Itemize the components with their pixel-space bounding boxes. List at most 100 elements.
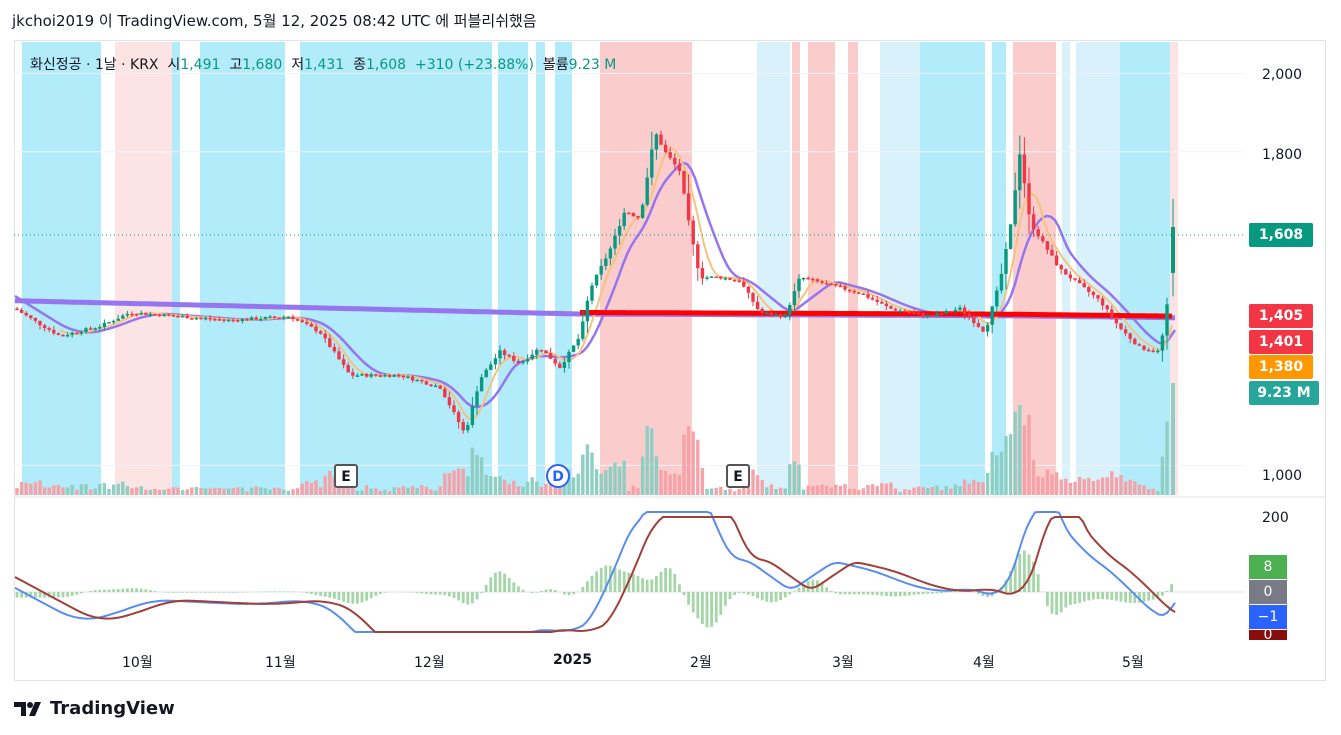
- volume-bar: [861, 488, 866, 495]
- candle-body: [742, 281, 746, 287]
- candle-body: [705, 277, 709, 279]
- earnings-marker[interactable]: E: [334, 464, 358, 488]
- volume-bar: [622, 460, 626, 495]
- candle-body: [420, 379, 424, 382]
- macd-histogram-bar: [535, 592, 539, 593]
- volume-bar: [926, 487, 930, 495]
- macd-histogram-bar: [843, 592, 847, 595]
- volume-bar: [231, 488, 235, 495]
- macd-histogram-bar: [673, 573, 677, 592]
- candle-body: [723, 278, 728, 280]
- volume-bar: [433, 490, 438, 495]
- time-tick-oct: 10월: [122, 655, 153, 671]
- macd-histogram-bar: [176, 592, 180, 593]
- price-tick-1800: 1,800: [1262, 147, 1303, 163]
- macd-histogram-bar: [457, 592, 460, 601]
- volume-bar: [1160, 456, 1165, 495]
- candle-body: [884, 303, 889, 307]
- volume-bar: [415, 487, 419, 495]
- volume-bar: [328, 470, 332, 495]
- candle-body: [811, 278, 815, 281]
- symbol-label[interactable]: 화신정공 · 1날 · KRX: [30, 57, 159, 73]
- volume-bar: [392, 487, 396, 495]
- earnings-marker[interactable]: E: [726, 464, 750, 488]
- chart-frame[interactable]: [14, 40, 1326, 681]
- candle-body: [631, 212, 636, 217]
- candle-body: [751, 292, 755, 302]
- volume-bar: [654, 456, 659, 495]
- background-band: [792, 42, 800, 495]
- volume-bar: [369, 488, 373, 495]
- volume-bar: [1105, 477, 1109, 495]
- volume-bar: [843, 484, 847, 495]
- volume-bar: [443, 473, 447, 495]
- candle-body: [682, 170, 686, 194]
- volume-bar: [236, 487, 240, 495]
- candle-body: [52, 329, 56, 334]
- volume-bar: [1027, 414, 1031, 495]
- volume-bar: [148, 489, 153, 495]
- volume-bar: [1064, 478, 1068, 495]
- candle-body: [282, 316, 286, 319]
- time-tick-apr: 4월: [973, 655, 995, 671]
- candle-body: [797, 278, 801, 292]
- ma-orange-tag: 1,380: [1249, 355, 1313, 379]
- candle-body: [42, 325, 47, 329]
- macd-histogram-bar: [356, 592, 359, 604]
- candle-body: [240, 319, 245, 322]
- publish-header: jkchoi2019 이 TradingView.com, 5월 12, 202…: [12, 12, 537, 30]
- macd-histogram-bar: [52, 592, 56, 598]
- volume-bar: [116, 483, 120, 495]
- volume-bar: [824, 485, 829, 495]
- macd-histogram-bar: [323, 592, 327, 597]
- macd-histogram-bar: [894, 592, 897, 597]
- macd-histogram-bar: [277, 591, 281, 592]
- candle-body: [659, 134, 663, 145]
- candle-body: [410, 376, 415, 381]
- volume-bar: [728, 488, 732, 495]
- dividend-marker[interactable]: D: [546, 464, 570, 488]
- volume-bar: [847, 488, 852, 495]
- candle-body: [604, 258, 608, 266]
- macd-histogram-bar: [701, 592, 704, 625]
- candle-body: [1041, 236, 1045, 242]
- candle-body: [949, 310, 953, 313]
- volume-bar: [84, 484, 88, 495]
- candle-body: [374, 374, 378, 376]
- macd-histogram-bar: [636, 575, 640, 592]
- candle-body: [627, 212, 631, 215]
- macd-histogram-bar: [1092, 592, 1095, 600]
- volume-bar: [792, 461, 797, 495]
- open-label: 시: [167, 57, 181, 73]
- volume-bar: [553, 482, 557, 495]
- volume-bar: [111, 484, 116, 495]
- volume-bar: [466, 476, 470, 495]
- candle-body: [438, 385, 442, 389]
- macd-histogram-bar: [130, 588, 134, 592]
- volume-bar: [797, 464, 801, 495]
- macd-histogram-bar: [1073, 592, 1077, 605]
- macd-histogram-bar: [503, 573, 506, 592]
- candle-body: [300, 320, 304, 323]
- volume-bar: [921, 487, 925, 495]
- candle-body: [1171, 227, 1175, 273]
- volume-bar: [180, 490, 185, 495]
- candle-body: [590, 285, 594, 301]
- candle-body: [903, 310, 907, 313]
- macd-histogram-bar: [1115, 592, 1118, 601]
- volume-bar: [571, 477, 576, 495]
- tradingview-logo[interactable]: TradingView: [14, 698, 175, 719]
- candle-body: [429, 384, 433, 387]
- volume-bar: [783, 488, 787, 495]
- volume-bar: [1100, 477, 1105, 495]
- background-band: [600, 42, 692, 495]
- volume-bar: [765, 487, 769, 495]
- macd-histogram-bar: [466, 592, 470, 605]
- macd-histogram-bar: [921, 592, 925, 595]
- candle-body: [15, 308, 19, 311]
- macd-histogram-bar: [783, 592, 787, 598]
- tradingview-icon: [14, 700, 44, 718]
- volume-bar: [870, 484, 875, 495]
- volume-bar: [949, 488, 953, 495]
